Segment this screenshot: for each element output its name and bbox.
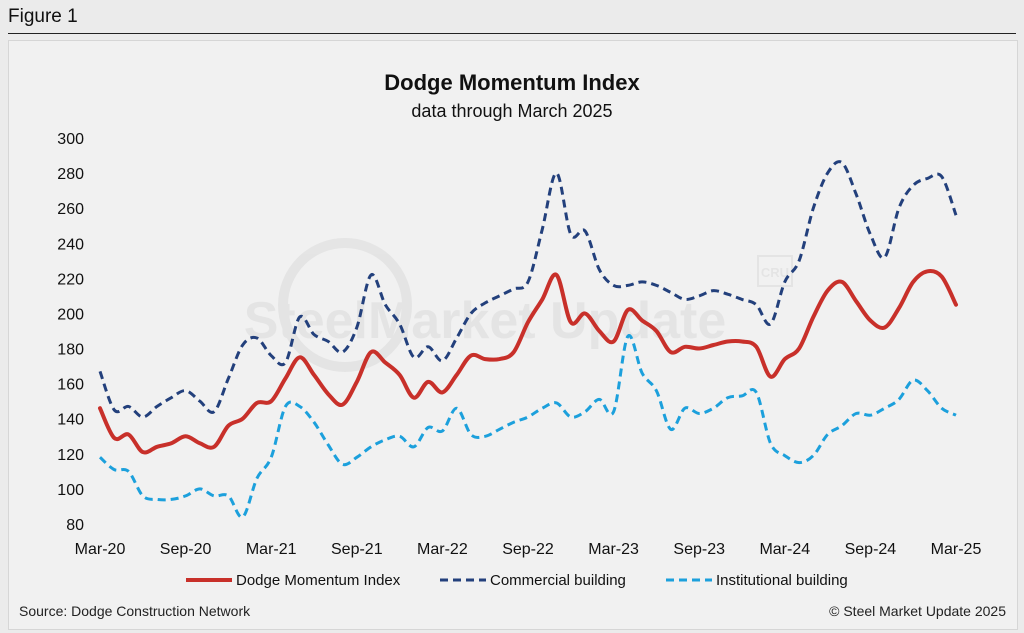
x-tick-label: Mar-20	[75, 541, 126, 558]
y-tick-label: 240	[57, 236, 84, 253]
y-tick-label: 120	[57, 447, 84, 464]
series-line-institutional-building	[98, 334, 957, 519]
x-axis: Mar-20 Sep-20 Mar-21 Sep-21 Mar-22 Sep-22 Mar-…	[75, 541, 982, 558]
series-line-dodge-momentum-index	[98, 269, 958, 455]
y-tick-label: 300	[57, 131, 84, 148]
legend-label: Commercial building	[490, 572, 626, 589]
y-tick-label: 280	[57, 166, 84, 183]
legend-label: Institutional building	[716, 572, 848, 589]
y-axis: 80 100 120 140 160 180 200 220 240 260 280 300	[57, 131, 84, 534]
x-tick-label: Mar-25	[931, 541, 982, 558]
y-tick-label: 200	[57, 306, 84, 323]
series-lines	[98, 160, 958, 519]
x-tick-label: Sep-23	[673, 541, 725, 558]
x-tick-label: Sep-24	[845, 541, 897, 558]
x-tick-label: Mar-24	[759, 541, 810, 558]
x-tick-label: Sep-20	[160, 541, 212, 558]
y-tick-label: 260	[57, 201, 84, 218]
x-tick-label: Mar-22	[417, 541, 468, 558]
x-tick-label: Mar-21	[246, 541, 297, 558]
legend-label: Dodge Momentum Index	[236, 572, 401, 589]
figure-label: Figure 1	[8, 6, 78, 27]
figure-divider	[8, 33, 1016, 34]
y-tick-label: 180	[57, 342, 84, 359]
chart-panel	[8, 40, 1018, 630]
watermark-badge-box	[757, 255, 793, 287]
watermark-text: SteelMarket Update	[244, 292, 727, 350]
series-line-commercial-building	[98, 160, 958, 419]
copyright-note: © Steel Market Update 2025	[829, 603, 1006, 619]
chart-title: Dodge Momentum Index	[384, 70, 640, 95]
y-tick-label: 160	[57, 377, 84, 394]
x-tick-label: Mar-23	[588, 541, 639, 558]
figure-header: Figure 1	[0, 0, 1024, 36]
y-tick-label: 80	[66, 517, 84, 534]
y-tick-label: 220	[57, 271, 84, 288]
x-tick-label: Sep-21	[331, 541, 383, 558]
source-note: Source: Dodge Construction Network	[19, 603, 251, 619]
y-tick-label: 100	[57, 482, 84, 499]
y-tick-label: 140	[57, 412, 84, 429]
chart-subtitle: data through March 2025	[411, 101, 612, 121]
legend: Dodge Momentum Index Commercial building I…	[186, 572, 848, 589]
watermark-badge: CRU	[761, 265, 789, 280]
x-tick-label: Sep-22	[502, 541, 554, 558]
watermark-swoosh	[278, 238, 412, 372]
